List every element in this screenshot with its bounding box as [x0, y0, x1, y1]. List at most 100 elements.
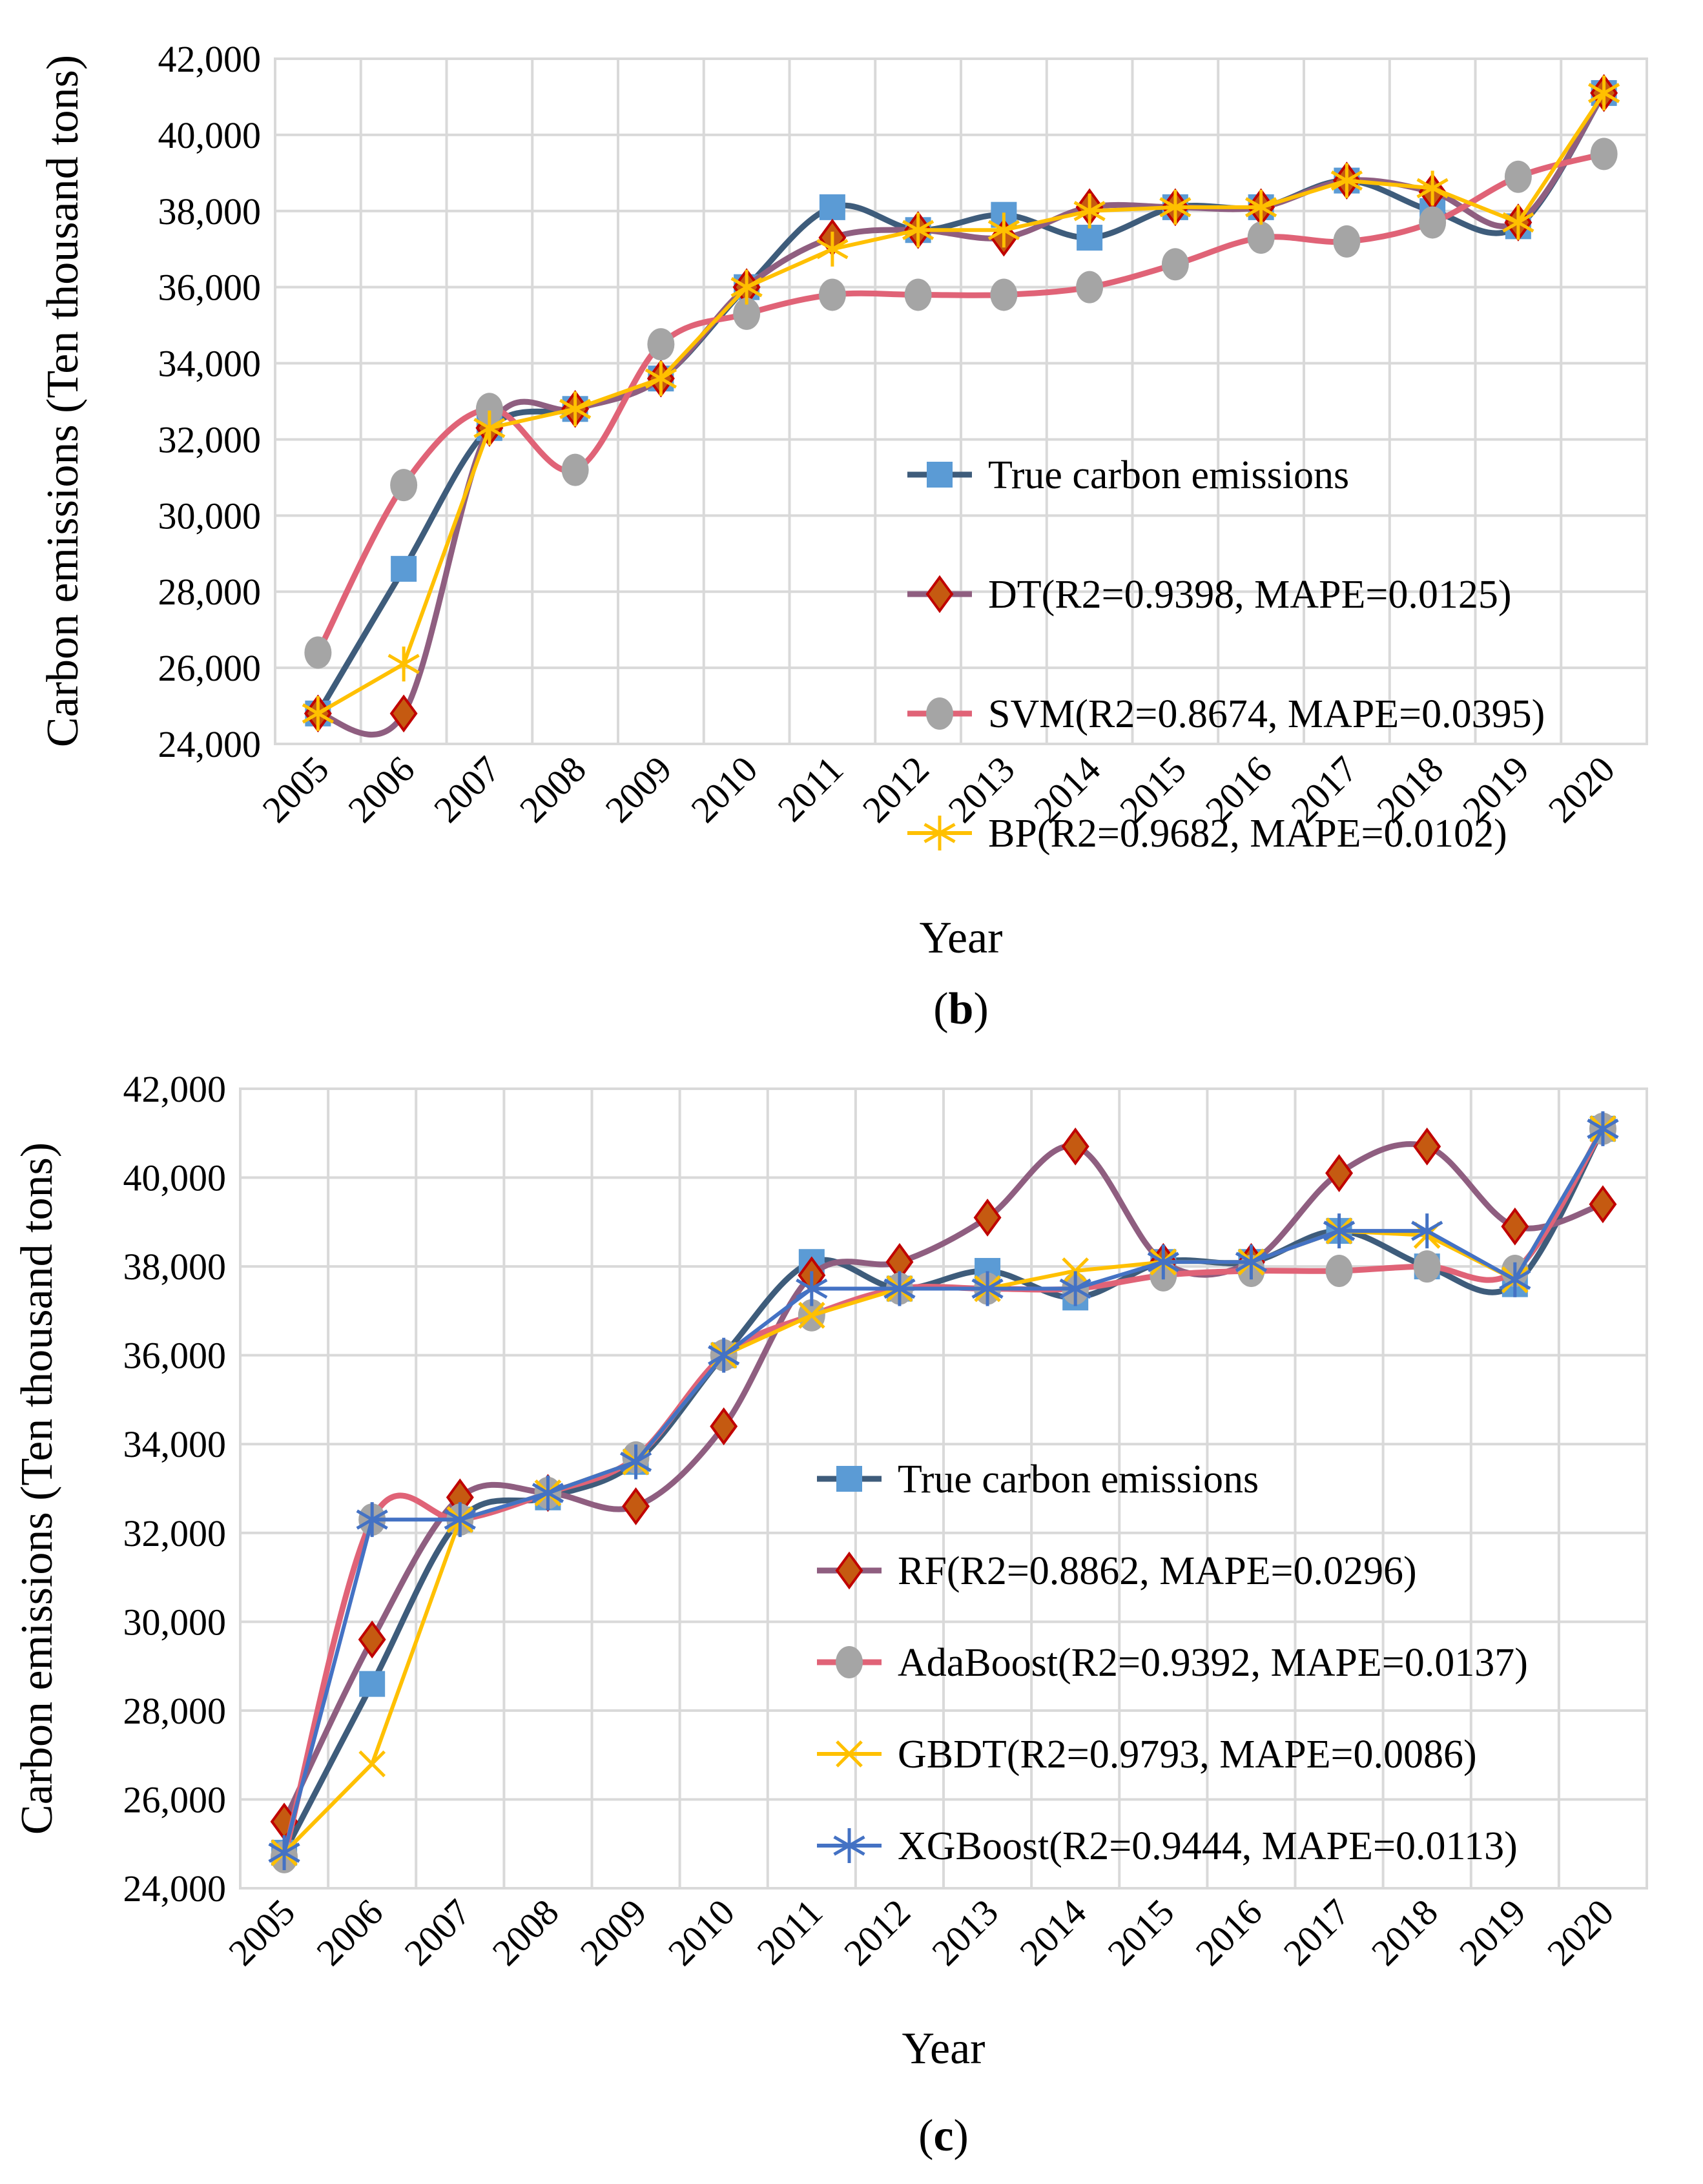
- y-tick-label: 40,000: [158, 114, 262, 156]
- x-tick-label: 2020: [1540, 748, 1623, 830]
- legend-entry: RF(R2=0.8862, MAPE=0.0296): [817, 1549, 1417, 1593]
- data-point-diamond-2013: [973, 1199, 1002, 1237]
- panel-caption: (b): [933, 984, 989, 1034]
- legend-entry: DT(R2=0.9398, MAPE=0.0125): [907, 573, 1511, 617]
- data-point-square-2006: [391, 555, 417, 582]
- data-point-star-2009: [619, 1444, 652, 1479]
- data-point-diamond-2019: [1501, 1207, 1529, 1246]
- legend-entry: True carbon emissions: [817, 1458, 1259, 1501]
- data-point-star-2008-stroke: [559, 398, 592, 419]
- x-tick-label: 2005: [220, 1891, 303, 1973]
- data-point-star-2006: [356, 1502, 388, 1538]
- data-point-x-2011: [798, 1301, 825, 1329]
- data-point-star-2011-stroke: [796, 1278, 828, 1299]
- data-point-star-2008: [559, 391, 592, 427]
- x-tick-label: 2018: [1363, 1891, 1446, 1973]
- data-point-star-2010: [730, 269, 763, 305]
- data-point-star-2016-stroke: [1235, 1252, 1268, 1272]
- legend-marker-star-stroke: [924, 823, 956, 843]
- data-point-x-2014: [1062, 1257, 1089, 1284]
- y-tick-label: 38,000: [123, 1246, 227, 1288]
- data-point-circle-2014: [1076, 271, 1104, 304]
- data-point-star-2015: [1147, 1244, 1179, 1280]
- x-tick-label: 2010: [683, 748, 765, 830]
- data-point-circle-2009: [647, 328, 675, 361]
- data-point-star-2016-stroke: [1244, 197, 1277, 218]
- y-tick-label: 26,000: [123, 1778, 227, 1820]
- legend-label: DT(R2=0.9398, MAPE=0.0125): [988, 573, 1511, 617]
- data-point-star-2010-stroke: [730, 277, 763, 298]
- data-point-diamond-2020: [1589, 1185, 1617, 1224]
- legend-entry: SVM(R2=0.8674, MAPE=0.0395): [907, 692, 1545, 736]
- legend-label: RF(R2=0.8862, MAPE=0.0296): [898, 1549, 1417, 1593]
- data-point-star-2011-stroke: [816, 239, 849, 260]
- data-point-circle-2010: [733, 297, 761, 330]
- data-point-star-2014: [1059, 1271, 1091, 1306]
- legend-marker-star-stroke: [833, 1835, 865, 1856]
- x-tick-label: 2016: [1188, 1891, 1270, 1973]
- series-3: [302, 76, 1620, 731]
- chart-panel-b: 24,000 26,000 28,000 30,000 32,000 34,000 36,0…: [38, 38, 1648, 1034]
- data-point-star-2007: [444, 1502, 476, 1538]
- x-tick-label: 2006: [340, 748, 422, 830]
- data-point-star-2019: [1499, 1262, 1531, 1297]
- data-point-star-2012: [883, 1271, 916, 1306]
- y-tick-label: 30,000: [123, 1601, 227, 1643]
- data-point-star-2007: [473, 410, 506, 446]
- y-tick-label: 36,000: [123, 1335, 227, 1377]
- data-point-star-2018: [1416, 170, 1449, 206]
- y-tick-label: 34,000: [123, 1423, 227, 1465]
- y-tick-label: 30,000: [158, 495, 262, 537]
- data-point-circle-2007: [475, 393, 503, 426]
- y-tick-label: 40,000: [123, 1157, 227, 1199]
- data-point-diamond-2009: [622, 1487, 650, 1525]
- legend-marker-square: [836, 1466, 862, 1492]
- legend-marker-circle: [836, 1646, 863, 1678]
- x-tick-label: 2017: [1275, 1891, 1358, 1973]
- x-tick-label: 2013: [924, 1891, 1006, 1973]
- x-tick-label: 2007: [426, 748, 508, 830]
- data-point-star-2012-stroke: [902, 220, 934, 240]
- y-tick-label: 34,000: [158, 343, 262, 385]
- data-point-star-2007-stroke: [473, 418, 506, 438]
- data-point-star-2019-stroke: [1499, 1270, 1531, 1290]
- data-point-star-2010-stroke: [708, 1345, 740, 1366]
- data-point-star-2006-stroke: [356, 1509, 388, 1530]
- y-tick-label: 26,000: [158, 647, 262, 689]
- data-point-star-2006-stroke: [387, 654, 420, 674]
- data-point-circle-2005: [304, 636, 332, 669]
- legend-marker-square: [927, 462, 953, 488]
- y-tick-label: 28,000: [123, 1690, 227, 1732]
- data-point-star-2007-stroke: [444, 1509, 476, 1530]
- data-point-star-2005: [268, 1835, 300, 1870]
- caption-close: ): [973, 984, 988, 1034]
- legend-label: BP(R2=0.9682, MAPE=0.0102): [988, 812, 1507, 856]
- data-point-circle-2019: [1504, 160, 1532, 193]
- data-point-circle-2013: [990, 278, 1018, 311]
- data-point-star-2012: [902, 212, 934, 248]
- legend-entry: GBDT(R2=0.9793, MAPE=0.0086): [817, 1733, 1477, 1777]
- data-point-star-2014: [1073, 193, 1106, 229]
- data-point-circle-2006: [390, 469, 418, 502]
- data-point-star-2005-stroke: [302, 703, 335, 724]
- x-axis-title: Year: [920, 913, 1003, 963]
- data-point-circle-2015: [1161, 248, 1189, 281]
- data-point-circle-2008: [561, 453, 589, 486]
- data-point-star-2012-stroke: [883, 1278, 916, 1299]
- x-axis-title: Year: [902, 2024, 986, 2074]
- x-tick-label: 2019: [1451, 1891, 1534, 1973]
- series-line-4: [282, 1128, 1605, 1853]
- legend: True carbon emissions RF(R2=0.8862, MAPE=…: [817, 1458, 1528, 1868]
- legend-marker-diamond: [835, 1551, 863, 1590]
- legend-label: XGBoost(R2=0.9444, MAPE=0.0113): [898, 1824, 1518, 1868]
- data-point-x-2006: [358, 1750, 386, 1778]
- x-tick-label: 2015: [1100, 1891, 1182, 1973]
- data-point-star-2016: [1244, 189, 1277, 225]
- data-point-star-2015-stroke: [1147, 1252, 1179, 1272]
- chart-panel-c: 24,000 26,000 28,000 30,000 32,000 34,000 36,0…: [12, 1068, 1648, 2161]
- data-point-star-2005-stroke: [268, 1842, 300, 1863]
- data-point-star-2015: [1159, 189, 1192, 225]
- legend-marker-star: [924, 816, 956, 850]
- data-point-star-2020-stroke: [1587, 83, 1620, 103]
- data-point-star-2019: [1502, 205, 1534, 240]
